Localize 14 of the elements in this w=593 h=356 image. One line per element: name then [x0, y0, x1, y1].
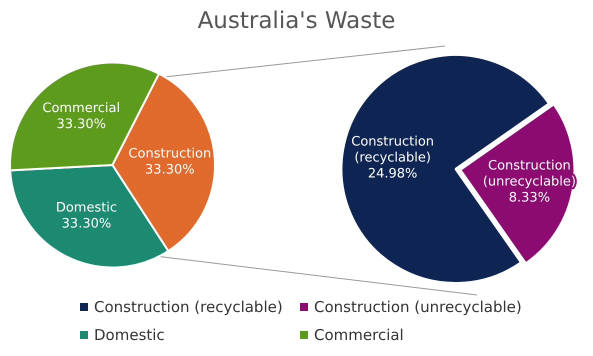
chart-title: Australia's Waste [196, 8, 396, 34]
data-label: 24.98% [368, 166, 418, 182]
legend-label: Commercial [314, 326, 404, 344]
data-label: 33.30% [56, 117, 106, 132]
data-label: 33.30% [62, 216, 112, 232]
legend-label: Domestic [94, 326, 165, 344]
slice-label: Commercial [42, 101, 120, 116]
legend-label: Construction (recyclable) [94, 298, 283, 316]
data-label: 33.30% [145, 162, 195, 178]
slice-label: Construction [128, 146, 212, 162]
slice-label: Domestic [56, 200, 118, 216]
slice-label: Construction (recyclable) [351, 134, 434, 166]
legend-label: Construction (unrecyclable) [314, 298, 522, 316]
data-label: 8.33% [508, 190, 550, 206]
